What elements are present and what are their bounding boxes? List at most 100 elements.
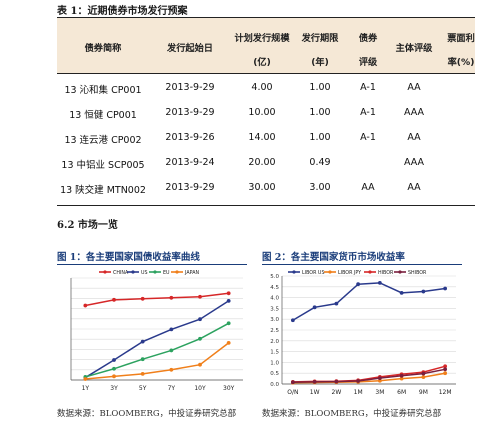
table-cell: A-1 bbox=[360, 132, 376, 143]
table-header-cell-line2: 评级 bbox=[358, 57, 378, 68]
table-cell: 2013-9-26 bbox=[165, 132, 215, 143]
data-point bbox=[140, 339, 145, 344]
y-tick-label: 0.0 bbox=[270, 382, 279, 388]
data-point bbox=[169, 295, 174, 300]
data-point bbox=[443, 364, 448, 369]
table-cell: 13 恒健 CP001 bbox=[69, 110, 137, 121]
table-header-cell-line2: (年) bbox=[311, 57, 329, 68]
data-point bbox=[312, 305, 317, 310]
y-tick-label: 1.5 bbox=[270, 350, 279, 356]
data-point bbox=[421, 375, 426, 379]
legend-marker bbox=[292, 270, 296, 274]
x-tick-label: 1Y bbox=[82, 385, 90, 392]
legend-label: JAPAN bbox=[184, 270, 199, 276]
table-cell: AA bbox=[361, 182, 375, 193]
data-point bbox=[226, 291, 231, 296]
y-tick-label: 4.0 bbox=[270, 296, 279, 302]
data-point bbox=[198, 317, 202, 322]
table-cell: 14.00 bbox=[248, 132, 276, 143]
legend-marker bbox=[153, 270, 157, 274]
data-point bbox=[226, 298, 231, 303]
table-header-cell-line2: 率(%) bbox=[447, 57, 475, 68]
data-point bbox=[421, 371, 426, 376]
table-cell: AA bbox=[407, 82, 421, 93]
figure-2-rule bbox=[262, 264, 462, 265]
data-point bbox=[312, 379, 317, 384]
legend-label: LIBOR JPY bbox=[338, 270, 361, 276]
table-header-cell: 票面利 bbox=[447, 33, 475, 44]
x-tick-label: 6M bbox=[397, 389, 406, 396]
series-line bbox=[292, 282, 446, 321]
legend-marker bbox=[131, 270, 135, 274]
data-point bbox=[356, 379, 361, 383]
data-point bbox=[169, 327, 174, 332]
table-header-cell-line2: (亿) bbox=[253, 57, 271, 68]
legend-label: US bbox=[141, 270, 148, 276]
table-header-cell: 发行期限 bbox=[301, 33, 339, 44]
table-cell: 2013-9-24 bbox=[165, 157, 215, 168]
table-cell: A-1 bbox=[360, 107, 376, 118]
table-cell: 13 中铝业 SCP005 bbox=[61, 160, 145, 171]
table-cell: 1.00 bbox=[309, 132, 331, 143]
data-point bbox=[226, 340, 231, 345]
data-point bbox=[356, 282, 361, 287]
y-tick-label: 3.5 bbox=[270, 306, 279, 312]
data-point bbox=[112, 358, 116, 362]
table-cell: 13 沁和集 CP001 bbox=[64, 85, 142, 96]
legend-label: CHINA bbox=[113, 270, 129, 276]
y-tick-label: 3.0 bbox=[270, 317, 279, 323]
y-tick-label: 5.0 bbox=[270, 274, 279, 280]
data-point bbox=[198, 294, 202, 299]
data-point bbox=[83, 303, 88, 308]
x-tick-label: 9M bbox=[419, 389, 428, 396]
table-title: 表 1：近期债券市场发行预案 bbox=[57, 6, 188, 17]
data-point bbox=[399, 376, 404, 381]
data-point bbox=[443, 371, 448, 376]
table-cell: 13 连云港 CP002 bbox=[64, 135, 142, 146]
x-tick-label: 10Y bbox=[194, 385, 206, 392]
data-point bbox=[399, 290, 404, 295]
table-top-rule bbox=[57, 17, 475, 18]
table-cell: 20.00 bbox=[248, 157, 276, 168]
table-cell: 13 陕交建 MTN002 bbox=[60, 185, 146, 196]
y-tick-label: 1.0 bbox=[270, 360, 279, 366]
data-point bbox=[169, 367, 174, 372]
series-line bbox=[85, 342, 230, 380]
data-point bbox=[226, 321, 231, 326]
x-tick-label: 1M bbox=[354, 389, 363, 396]
figure-1-rule bbox=[57, 264, 247, 265]
x-tick-label: 3Y bbox=[110, 385, 118, 392]
table-cell: 2013-9-29 bbox=[165, 182, 215, 193]
data-point bbox=[140, 371, 145, 376]
y-tick-label: 0.5 bbox=[270, 371, 279, 377]
figure-2-title: 图 2：各主要国家货币市场收益率 bbox=[262, 252, 405, 263]
table-bottom-rule bbox=[57, 205, 475, 206]
x-tick-label: 2W bbox=[332, 389, 342, 396]
table-cell: AA bbox=[407, 182, 421, 193]
legend-label: SHIBOR bbox=[408, 270, 427, 276]
table-cell: 3.00 bbox=[309, 182, 331, 193]
data-point bbox=[198, 336, 202, 341]
data-point bbox=[112, 366, 116, 371]
table-cell: 2013-9-29 bbox=[165, 82, 215, 93]
table-header-cell: 债券 bbox=[358, 33, 378, 44]
data-point bbox=[140, 296, 145, 301]
x-tick-label: 1W bbox=[310, 389, 320, 396]
data-point bbox=[198, 362, 202, 367]
table-header-rule bbox=[57, 73, 475, 74]
data-point bbox=[377, 281, 382, 285]
data-point bbox=[443, 367, 448, 372]
table-cell: AAA bbox=[403, 157, 425, 168]
data-point bbox=[83, 377, 88, 381]
table-header-cell: 计划发行规模 bbox=[234, 33, 290, 44]
figure-2-chart: 0.0 0.5 1.0 1.5 2.0 2.5 3.0 3.5 4.0 4.5 5.0 O/N 1W 2W… bbox=[270, 270, 456, 396]
table-header-cell: 债券简称 bbox=[84, 43, 122, 54]
legend-label: EU bbox=[163, 270, 170, 276]
table-header-cell: 主体评级 bbox=[395, 43, 433, 54]
table-cell: 0.49 bbox=[309, 157, 331, 168]
data-point bbox=[290, 380, 295, 385]
data-point bbox=[334, 379, 339, 384]
table-header-background bbox=[57, 18, 475, 73]
data-point bbox=[421, 289, 426, 294]
legend-marker bbox=[368, 270, 372, 274]
